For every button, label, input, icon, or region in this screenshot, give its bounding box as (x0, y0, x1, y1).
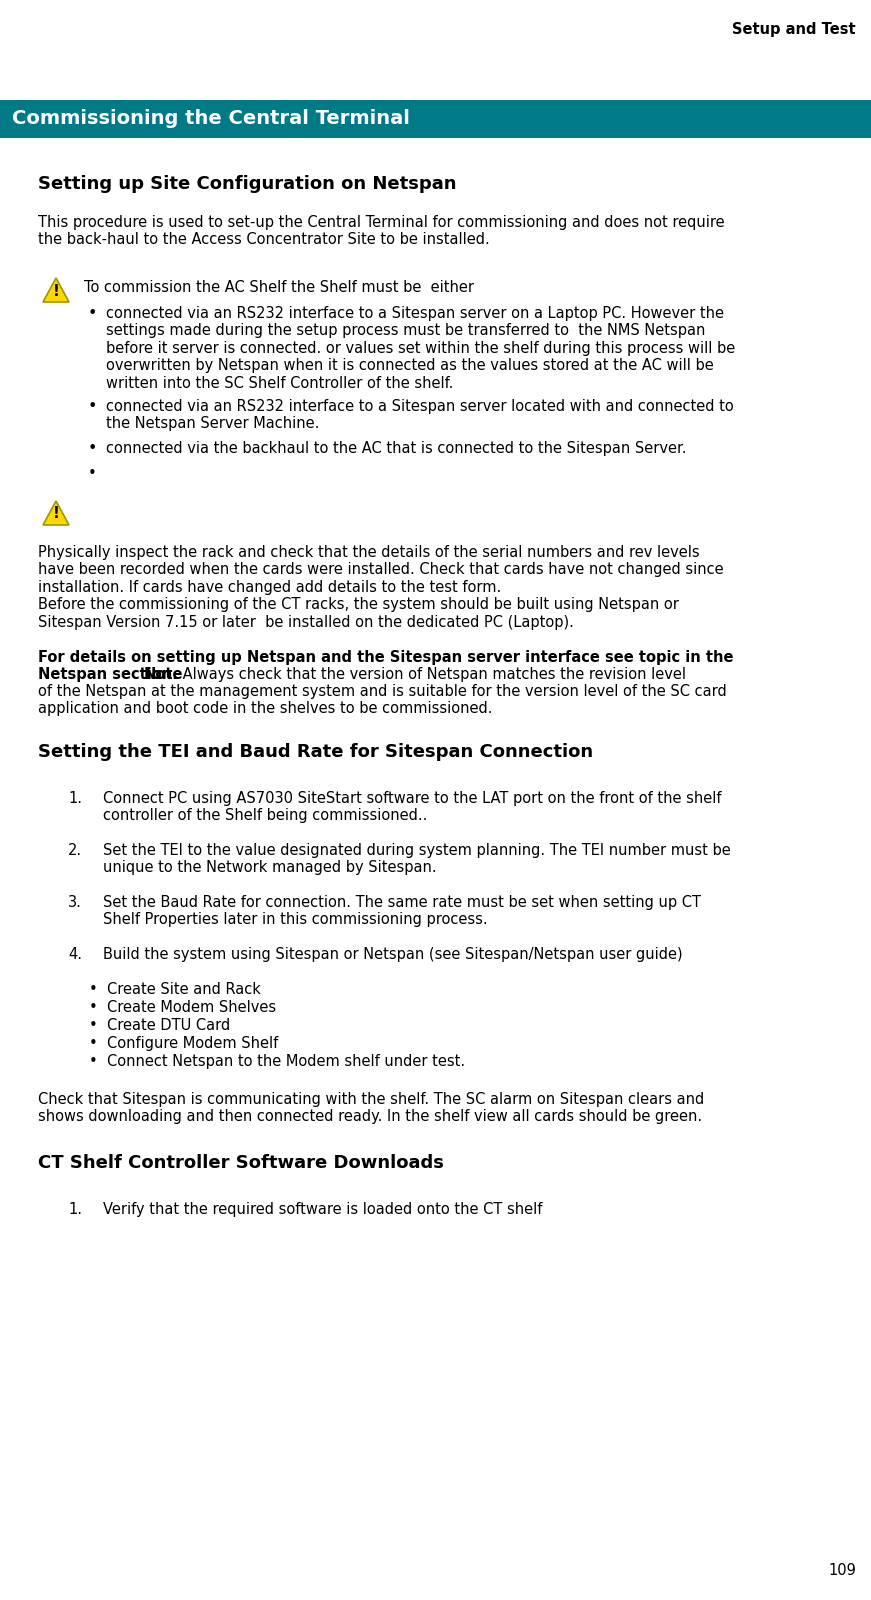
Text: connected via an RS232 interface to a Sitespan server located with and connected: connected via an RS232 interface to a Si… (106, 398, 733, 432)
Text: Always check that the version of Netspan matches the revision level: Always check that the version of Netspan… (178, 667, 686, 682)
Text: •: • (89, 982, 98, 997)
Text: Check that Sitespan is communicating with the shelf. The SC alarm on Sitespan cl: Check that Sitespan is communicating wit… (38, 1091, 705, 1125)
Text: •: • (89, 1018, 98, 1034)
Text: Physically inspect the rack and check that the details of the serial numbers and: Physically inspect the rack and check th… (38, 546, 724, 629)
Polygon shape (43, 278, 69, 302)
Text: Build the system using Sitespan or Netspan (see Sitespan/Netspan user guide): Build the system using Sitespan or Netsp… (103, 947, 683, 962)
Text: •: • (89, 1054, 98, 1069)
Text: Setup and Test: Setup and Test (733, 22, 856, 37)
Text: Configure Modem Shelf: Configure Modem Shelf (107, 1037, 278, 1051)
Text: CT Shelf Controller Software Downloads: CT Shelf Controller Software Downloads (38, 1154, 444, 1171)
Text: 109: 109 (828, 1563, 856, 1578)
Text: Setting the TEI and Baud Rate for Sitespan Connection: Setting the TEI and Baud Rate for Sitesp… (38, 742, 593, 762)
Text: Verify that the required software is loaded onto the CT shelf: Verify that the required software is loa… (103, 1202, 543, 1218)
Text: Connect Netspan to the Modem shelf under test.: Connect Netspan to the Modem shelf under… (107, 1054, 465, 1069)
Bar (0, 99, 871, 138)
Text: !: ! (52, 283, 59, 299)
Text: •: • (89, 1000, 98, 1014)
Text: •: • (89, 1037, 98, 1051)
Text: !: ! (52, 507, 59, 522)
Text: •: • (88, 442, 98, 456)
Text: Create DTU Card: Create DTU Card (107, 1018, 230, 1034)
Text: Create Modem Shelves: Create Modem Shelves (107, 1000, 276, 1014)
Text: •: • (88, 306, 98, 322)
Text: connected via the backhaul to the AC that is connected to the Sitespan Server.: connected via the backhaul to the AC tha… (106, 442, 686, 456)
Polygon shape (43, 501, 69, 525)
Text: connected via an RS232 interface to a Sitespan server on a Laptop PC. However th: connected via an RS232 interface to a Si… (106, 306, 735, 390)
Text: Commissioning the Central Terminal: Commissioning the Central Terminal (12, 109, 410, 128)
Text: To commission the AC Shelf the Shelf must be  either: To commission the AC Shelf the Shelf mus… (84, 280, 474, 294)
Text: 1.: 1. (68, 1202, 82, 1218)
Text: Connect PC using AS7030 SiteStart software to the LAT port on the front of the s: Connect PC using AS7030 SiteStart softwa… (103, 790, 721, 824)
Text: Setting up Site Configuration on Netspan: Setting up Site Configuration on Netspan (38, 174, 456, 194)
Text: application and boot code in the shelves to be commissioned.: application and boot code in the shelves… (38, 701, 492, 717)
Text: Set the Baud Rate for connection. The same rate must be set when setting up CT
S: Set the Baud Rate for connection. The sa… (103, 894, 701, 928)
Text: Note: Note (144, 667, 184, 682)
Text: This procedure is used to set-up the Central Terminal for commissioning and does: This procedure is used to set-up the Cen… (38, 214, 725, 248)
Text: 1.: 1. (68, 790, 82, 806)
Text: 3.: 3. (68, 894, 82, 910)
Text: Create Site and Rack: Create Site and Rack (107, 982, 261, 997)
Text: Netspan section.: Netspan section. (38, 667, 183, 682)
Text: For details on setting up Netspan and the Sitespan server interface see topic in: For details on setting up Netspan and th… (38, 650, 733, 666)
Text: of the Netspan at the management system and is suitable for the version level of: of the Netspan at the management system … (38, 685, 726, 699)
Text: •: • (88, 466, 97, 482)
Text: 2.: 2. (68, 843, 82, 858)
Text: 4.: 4. (68, 947, 82, 962)
Text: Set the TEI to the value designated during system planning. The TEI number must : Set the TEI to the value designated duri… (103, 843, 731, 875)
Text: •: • (88, 398, 98, 414)
